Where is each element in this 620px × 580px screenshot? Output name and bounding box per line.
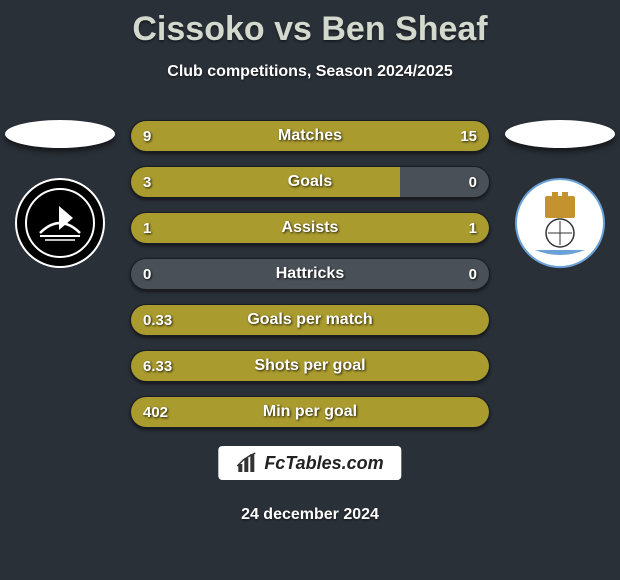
stat-value-player1: 6.33 [131,351,184,381]
stat-value-player2: 0 [457,259,489,289]
player1-club-badge [15,178,105,268]
stat-label: Hattricks [131,259,489,289]
stat-row: Shots per goal6.33 [130,350,490,382]
stat-label: Shots per goal [131,351,489,381]
stat-label: Min per goal [131,397,489,427]
player2-club-badge [515,178,605,268]
watermark-text: FcTables.com [264,453,383,474]
subtitle: Club competitions, Season 2024/2025 [0,63,620,81]
stat-value-player2: 0 [457,167,489,197]
stat-label: Goals [131,167,489,197]
stat-value-player2: 15 [448,121,489,151]
stat-row: Min per goal402 [130,396,490,428]
stat-row: Hattricks0 0 [130,258,490,290]
plymouth-badge-icon [15,178,105,268]
stats-bars: Matches915Goals30Assists11Hattricks00Goa… [130,120,490,442]
stat-row: Assists1 1 [130,212,490,244]
stat-row: Goals3 0 [130,166,490,198]
player1-column [0,120,120,268]
stat-row: Matches9 15 [130,120,490,152]
stat-value-player1: 3 [131,167,163,197]
stat-value-player2: 1 [457,213,489,243]
date-text: 24 december 2024 [0,506,620,524]
stat-label: Matches [131,121,489,151]
stat-value-player1: 0.33 [131,305,184,335]
player2-photo-placeholder [505,120,615,148]
stat-label: Assists [131,213,489,243]
stat-value-player1: 0 [131,259,163,289]
stat-label: Goals per match [131,305,489,335]
stat-value-player1: 402 [131,397,180,427]
stat-value-player1: 1 [131,213,163,243]
stat-row: Goals per match0.33 [130,304,490,336]
stat-value-player1: 9 [131,121,163,151]
page-title: Cissoko vs Ben Sheaf [0,0,620,49]
player2-column [500,120,620,268]
coventry-badge-icon [515,178,605,268]
watermark: FcTables.com [218,446,401,480]
watermark-chart-icon [236,452,258,474]
player1-photo-placeholder [5,120,115,148]
